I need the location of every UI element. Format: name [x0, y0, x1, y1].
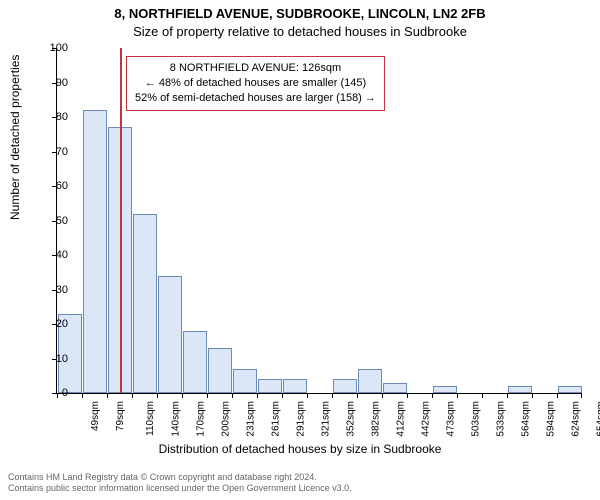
histogram-bar — [283, 379, 307, 393]
annotation-line1: 8 NORTHFIELD AVENUE: 126sqm — [135, 61, 376, 76]
x-axis-label: Distribution of detached houses by size … — [0, 442, 600, 456]
histogram-bar — [258, 379, 282, 393]
x-tick-label: 654sqm — [596, 401, 600, 437]
x-tick-label: 49sqm — [90, 401, 101, 431]
histogram-bar — [208, 348, 232, 393]
histogram-bar — [83, 110, 107, 393]
y-tick-label: 0 — [38, 387, 68, 399]
y-tick-label: 40 — [38, 249, 68, 261]
x-tick — [232, 393, 233, 398]
y-tick-label: 90 — [38, 77, 68, 89]
chart-container: 8, NORTHFIELD AVENUE, SUDBROOKE, LINCOLN… — [0, 0, 600, 500]
x-tick — [307, 393, 308, 398]
x-tick-label: 533sqm — [496, 401, 507, 437]
x-tick-label: 321sqm — [321, 401, 332, 437]
x-tick — [532, 393, 533, 398]
x-tick — [382, 393, 383, 398]
x-tick — [107, 393, 108, 398]
y-tick-label: 20 — [38, 318, 68, 330]
property-marker-line — [120, 48, 122, 393]
histogram-bar — [333, 379, 357, 393]
footer-line1: Contains HM Land Registry data © Crown c… — [8, 472, 352, 483]
x-tick — [182, 393, 183, 398]
histogram-bar — [383, 383, 407, 393]
x-tick-label: 503sqm — [471, 401, 482, 437]
x-tick-label: 170sqm — [196, 401, 207, 437]
x-tick-label: 200sqm — [221, 401, 232, 437]
x-tick — [557, 393, 558, 398]
x-tick — [457, 393, 458, 398]
annotation-line2: ← 48% of detached houses are smaller (14… — [135, 76, 376, 91]
x-tick — [482, 393, 483, 398]
x-tick-label: 79sqm — [115, 401, 126, 431]
x-tick — [357, 393, 358, 398]
y-axis-label: Number of detached properties — [8, 55, 22, 220]
chart-area: 8 NORTHFIELD AVENUE: 126sqm ← 48% of det… — [56, 48, 581, 393]
x-tick-label: 291sqm — [296, 401, 307, 437]
x-tick-label: 564sqm — [521, 401, 532, 437]
x-tick — [332, 393, 333, 398]
x-tick-label: 261sqm — [271, 401, 282, 437]
x-tick-label: 110sqm — [145, 401, 156, 436]
x-tick-label: 382sqm — [371, 401, 382, 437]
x-tick-label: 442sqm — [421, 401, 432, 437]
x-tick — [157, 393, 158, 398]
histogram-bar — [508, 386, 532, 393]
chart-subtitle: Size of property relative to detached ho… — [0, 24, 600, 39]
x-tick-label: 473sqm — [446, 401, 457, 437]
histogram-bar — [558, 386, 582, 393]
x-tick-label: 140sqm — [171, 401, 182, 437]
footer-attribution: Contains HM Land Registry data © Crown c… — [8, 472, 352, 494]
y-tick-label: 60 — [38, 180, 68, 192]
x-tick — [432, 393, 433, 398]
x-tick — [132, 393, 133, 398]
histogram-bar — [233, 369, 257, 393]
y-tick-label: 30 — [38, 284, 68, 296]
annotation-line3: 52% of semi-detached houses are larger (… — [135, 91, 376, 106]
x-tick — [257, 393, 258, 398]
x-tick — [82, 393, 83, 398]
histogram-bar — [158, 276, 182, 393]
x-tick — [282, 393, 283, 398]
y-tick-label: 50 — [38, 215, 68, 227]
x-tick — [581, 393, 582, 398]
footer-line2: Contains public sector information licen… — [8, 483, 352, 494]
y-tick-label: 80 — [38, 111, 68, 123]
annotation-box: 8 NORTHFIELD AVENUE: 126sqm ← 48% of det… — [126, 56, 385, 111]
histogram-bar — [358, 369, 382, 393]
x-tick-label: 594sqm — [546, 401, 557, 437]
x-tick — [207, 393, 208, 398]
x-tick-label: 624sqm — [571, 401, 582, 437]
y-tick-label: 100 — [38, 42, 68, 54]
histogram-bar — [133, 214, 157, 393]
x-tick-label: 231sqm — [246, 401, 257, 437]
histogram-bar — [183, 331, 207, 393]
x-tick-label: 352sqm — [346, 401, 357, 437]
x-tick — [507, 393, 508, 398]
x-tick-label: 412sqm — [396, 401, 407, 437]
chart-title-address: 8, NORTHFIELD AVENUE, SUDBROOKE, LINCOLN… — [0, 6, 600, 21]
y-tick-label: 70 — [38, 146, 68, 158]
histogram-bar — [433, 386, 457, 393]
y-tick-label: 10 — [38, 353, 68, 365]
x-tick — [407, 393, 408, 398]
